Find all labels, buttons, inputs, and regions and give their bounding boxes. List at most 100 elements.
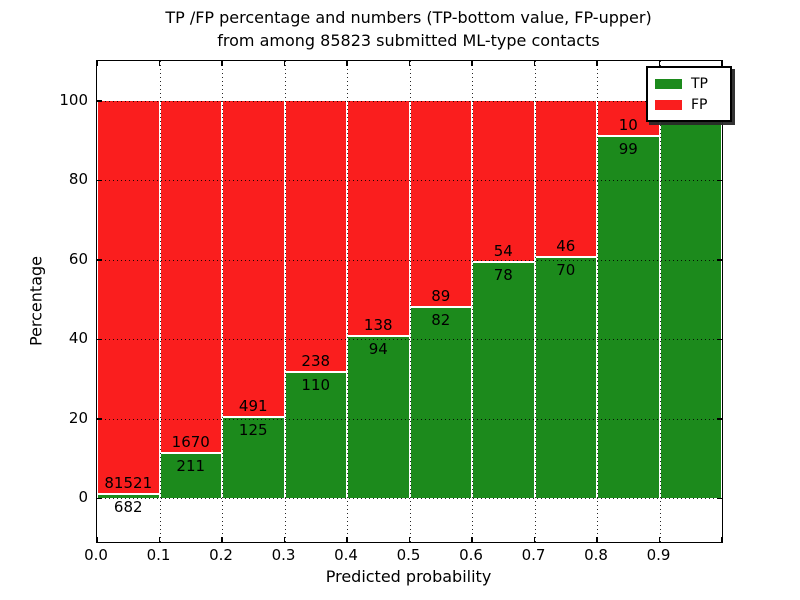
x-tick-mark (596, 537, 598, 542)
x-tick-mark (158, 537, 161, 542)
y-tick-mark (717, 259, 722, 261)
bar-tp-segment (410, 307, 471, 499)
tp-count-label: 110 (301, 375, 331, 394)
v-gridline (159, 61, 161, 542)
fp-count-label: 81521 (104, 473, 153, 492)
bar-fp-segment (410, 100, 471, 308)
x-tick-mark (221, 537, 223, 542)
y-tick-label: 100 (59, 90, 88, 109)
x-tick-label: 0.8 (584, 546, 608, 564)
tp-count-label: 125 (238, 420, 268, 439)
y-tick-label: 0 (78, 488, 88, 507)
v-gridline (347, 61, 348, 542)
bar-tp-segment (348, 337, 409, 499)
y-tick-mark (97, 497, 102, 500)
x-axis-label: Predicted probability (325, 567, 492, 586)
legend-item-tp: TP (655, 73, 723, 94)
bar-tp-segment (160, 453, 221, 499)
y-tick-mark (97, 100, 102, 102)
x-tick-label: 0.0 (84, 546, 108, 564)
v-gridline (222, 61, 223, 542)
tp-count-label: 82 (431, 310, 451, 329)
tp-count-label: 94 (368, 340, 388, 359)
y-tick-label: 40 (68, 329, 88, 348)
fp-count-label: 238 (301, 351, 331, 370)
v-gridline (534, 61, 536, 542)
x-tick-label: 0.9 (646, 546, 671, 564)
bar-fp-segment (473, 100, 534, 264)
y-tick-label: 20 (68, 408, 88, 427)
fp-count-label: 491 (238, 396, 268, 415)
x-tick-mark (533, 61, 536, 66)
chart-title-line1: TP /FP percentage and numbers (TP-bottom… (165, 8, 652, 27)
y-tick-label: 80 (68, 170, 88, 189)
x-tick-mark (96, 61, 98, 66)
fp-count-label: 1670 (171, 432, 210, 451)
x-tick-label: 0.4 (334, 546, 358, 564)
tp-count-label: 682 (113, 497, 143, 516)
bar-fp-segment (160, 100, 221, 454)
fp-swatch-icon (655, 99, 682, 110)
legend: TP FP (646, 66, 732, 122)
x-tick-mark (471, 61, 473, 66)
y-tick-mark (97, 338, 102, 340)
y-tick-mark (717, 179, 722, 181)
x-tick-mark (721, 537, 723, 542)
bar-tp-segment (223, 417, 284, 499)
v-gridline (472, 61, 473, 542)
bar-fp-segment (348, 100, 409, 338)
bar-tp-segment (598, 137, 659, 499)
tp-count-label: 78 (493, 266, 513, 285)
plot-area: 81521 682 1670 211 491 125 238 110 138 94 89 82 54 78… (96, 60, 723, 543)
x-tick-label: 0.1 (146, 546, 171, 564)
y-tick-mark (717, 418, 722, 420)
fp-count-label: 10 (618, 116, 638, 135)
legend-label-fp: FP (691, 96, 708, 113)
x-tick-mark (283, 61, 286, 66)
x-tick-mark (596, 61, 598, 66)
x-tick-mark (283, 537, 286, 542)
y-tick-mark (97, 179, 102, 181)
fp-count-label: 89 (431, 286, 451, 305)
legend-label-tp: TP (691, 75, 708, 92)
x-tick-label: 0.5 (396, 546, 421, 564)
tp-swatch-icon (655, 78, 682, 89)
x-tick-mark (158, 61, 161, 66)
fp-count-label: 54 (493, 242, 513, 261)
x-tick-mark (721, 61, 723, 66)
tp-count-label: 211 (176, 456, 206, 475)
y-tick-mark (97, 418, 102, 420)
x-tick-mark (471, 537, 473, 542)
bar-fp-segment (285, 100, 346, 373)
x-tick-mark (221, 61, 223, 66)
bar-tp-segment (473, 263, 534, 499)
fp-count-label: 46 (556, 237, 576, 256)
x-tick-label: 0.3 (271, 546, 296, 564)
x-tick-mark (658, 61, 661, 66)
y-tick-mark (717, 497, 722, 500)
x-tick-mark (96, 537, 98, 542)
v-gridline (409, 61, 411, 542)
x-tick-label: 0.6 (459, 546, 483, 564)
v-gridline (284, 61, 286, 542)
x-tick-label: 0.2 (209, 546, 233, 564)
x-tick-mark (408, 537, 411, 542)
legend-item-fp: FP (655, 94, 723, 115)
tp-count-label: 70 (556, 261, 576, 280)
bar-tp-segment (98, 494, 159, 499)
v-gridline (659, 61, 661, 542)
bar-fp-segment (98, 100, 159, 495)
tp-count-label: 99 (618, 140, 638, 159)
chart-title: TP /FP percentage and numbers (TP-bottom… (96, 6, 721, 52)
fp-count-label: 138 (363, 316, 393, 335)
chart-title-line2: from among 85823 submitted ML-type conta… (217, 31, 600, 50)
y-tick-mark (97, 259, 102, 261)
x-tick-mark (346, 537, 348, 542)
x-tick-mark (346, 61, 348, 66)
x-tick-mark (533, 537, 536, 542)
y-tick-label: 60 (68, 249, 88, 268)
bar-tp-segment (285, 372, 346, 499)
x-tick-mark (658, 537, 661, 542)
bar-tp-segment (535, 258, 596, 499)
